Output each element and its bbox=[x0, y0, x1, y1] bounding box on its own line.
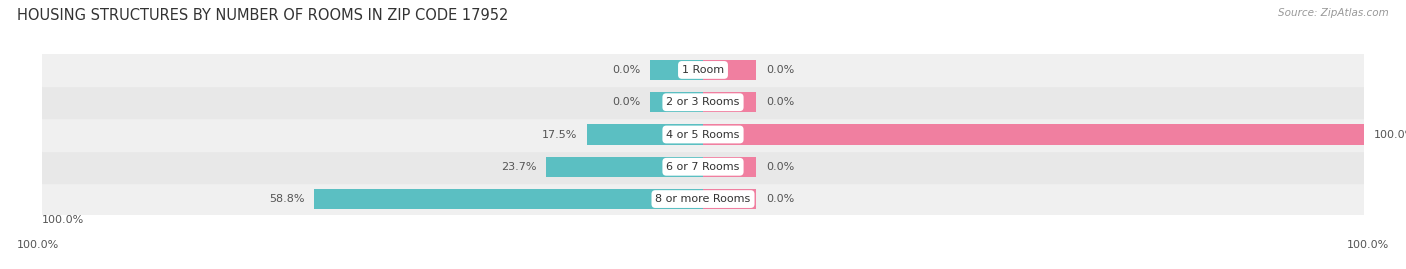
Text: 0.0%: 0.0% bbox=[612, 97, 640, 107]
Bar bbox=[703, 60, 756, 80]
Text: 1 Room: 1 Room bbox=[682, 65, 724, 75]
Text: 0.0%: 0.0% bbox=[766, 97, 794, 107]
Text: 100.0%: 100.0% bbox=[42, 215, 84, 225]
Bar bbox=[315, 189, 703, 209]
Bar bbox=[703, 189, 756, 209]
Text: 2 or 3 Rooms: 2 or 3 Rooms bbox=[666, 97, 740, 107]
Text: 58.8%: 58.8% bbox=[269, 194, 305, 204]
Text: 100.0%: 100.0% bbox=[1374, 129, 1406, 140]
Text: 17.5%: 17.5% bbox=[543, 129, 578, 140]
Text: 4 or 5 Rooms: 4 or 5 Rooms bbox=[666, 129, 740, 140]
Bar bbox=[703, 92, 756, 112]
Text: 6 or 7 Rooms: 6 or 7 Rooms bbox=[666, 162, 740, 172]
Bar bbox=[42, 183, 1364, 215]
Text: 0.0%: 0.0% bbox=[766, 162, 794, 172]
Bar bbox=[42, 86, 1364, 118]
Text: 0.0%: 0.0% bbox=[766, 194, 794, 204]
Bar bbox=[547, 157, 703, 177]
Text: 23.7%: 23.7% bbox=[501, 162, 537, 172]
Bar bbox=[42, 151, 1364, 183]
Text: 100.0%: 100.0% bbox=[1347, 240, 1389, 250]
Text: 0.0%: 0.0% bbox=[766, 65, 794, 75]
Text: Source: ZipAtlas.com: Source: ZipAtlas.com bbox=[1278, 8, 1389, 18]
Bar bbox=[42, 118, 1364, 151]
Text: 100.0%: 100.0% bbox=[17, 240, 59, 250]
Text: 8 or more Rooms: 8 or more Rooms bbox=[655, 194, 751, 204]
Bar bbox=[703, 157, 756, 177]
Bar bbox=[588, 125, 703, 144]
Bar bbox=[650, 60, 703, 80]
Text: 0.0%: 0.0% bbox=[612, 65, 640, 75]
Text: HOUSING STRUCTURES BY NUMBER OF ROOMS IN ZIP CODE 17952: HOUSING STRUCTURES BY NUMBER OF ROOMS IN… bbox=[17, 8, 508, 23]
Bar bbox=[42, 54, 1364, 86]
Bar bbox=[703, 125, 1364, 144]
Bar bbox=[650, 92, 703, 112]
